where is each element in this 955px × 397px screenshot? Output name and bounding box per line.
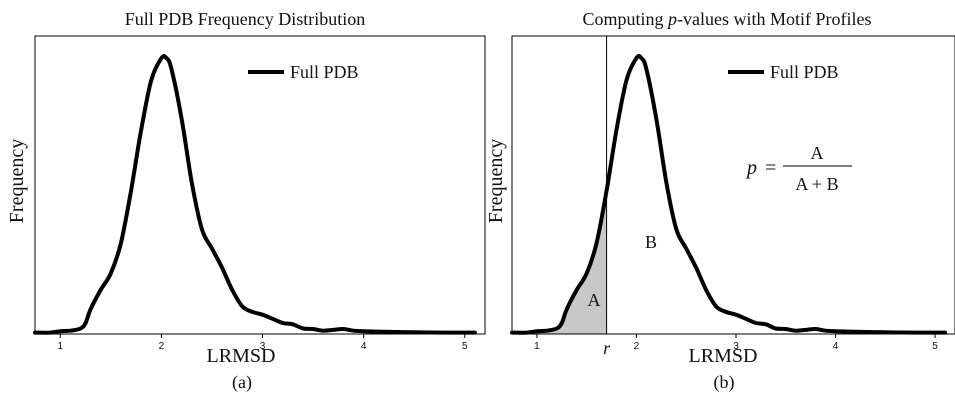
panel-b-title: Computing p-values with Motif Profiles bbox=[583, 9, 872, 29]
panel-b-ylabel: Frequency bbox=[485, 139, 507, 223]
panel-b-title-italic: p bbox=[666, 9, 677, 29]
panel-b-threshold: r bbox=[603, 36, 611, 358]
panel-a-legend-label: Full PDB bbox=[290, 62, 359, 82]
formula-numerator: A bbox=[811, 143, 824, 163]
panel-a-title: Full PDB Frequency Distribution bbox=[125, 9, 366, 29]
panel-a-caption: (a) bbox=[232, 372, 252, 393]
formula-denominator: A + B bbox=[795, 174, 838, 194]
formula-lhs: p bbox=[745, 157, 757, 179]
panel-a-ylabel: Frequency bbox=[6, 139, 28, 223]
panel-b-series bbox=[510, 53, 947, 335]
panel-b-title-prefix: Computing bbox=[583, 9, 669, 29]
panel-a: Full PDB Frequency Distribution Frequenc… bbox=[6, 9, 486, 393]
panel-b-plot-frame bbox=[511, 35, 955, 335]
panel-a-x-tick-label: 4 bbox=[361, 341, 367, 352]
panel-b-x-tick-label: 3 bbox=[733, 341, 739, 352]
panel-a-x-tick-label: 1 bbox=[57, 341, 63, 352]
panel-a-series bbox=[33, 53, 477, 335]
threshold-label-r: r bbox=[603, 338, 611, 358]
panel-a-plot-frame bbox=[34, 35, 486, 335]
region-a-label: A bbox=[588, 290, 601, 310]
panel-b-legend-label: Full PDB bbox=[770, 62, 839, 82]
panel-b: Computing p-values with Motif Profiles F… bbox=[485, 9, 955, 393]
panel-b-series-line-full-pdb bbox=[510, 53, 947, 335]
panel-b-xlabel: LRMSD bbox=[689, 345, 758, 367]
panel-b-title-suffix: -values with Motif Profiles bbox=[677, 9, 871, 29]
panel-b-caption: (b) bbox=[714, 372, 735, 393]
panel-a-x-tick-label: 5 bbox=[462, 341, 468, 352]
panel-a-series-line-full-pdb bbox=[33, 53, 477, 335]
panel-a-xlabel: LRMSD bbox=[207, 345, 276, 367]
panel-b-x-tick-label: 5 bbox=[932, 341, 938, 352]
panel-a-x-tick-label: 3 bbox=[260, 341, 266, 352]
panel-b-x-ticks: 1 2 3 4 5 bbox=[534, 334, 938, 352]
region-b-label: B bbox=[645, 232, 657, 252]
panel-b-x-tick-label: 2 bbox=[634, 341, 640, 352]
panel-a-x-tick-label: 2 bbox=[159, 341, 165, 352]
panel-b-shaded-region bbox=[512, 190, 607, 334]
p-value-formula: p = A A + B bbox=[745, 143, 852, 194]
panel-a-x-ticks: 1 2 3 4 5 bbox=[57, 334, 468, 352]
region-a-fill bbox=[512, 190, 607, 334]
panel-b-x-tick-label: 4 bbox=[833, 341, 839, 352]
panel-b-x-tick-label: 1 bbox=[534, 341, 540, 352]
formula-equals: = bbox=[765, 157, 776, 179]
